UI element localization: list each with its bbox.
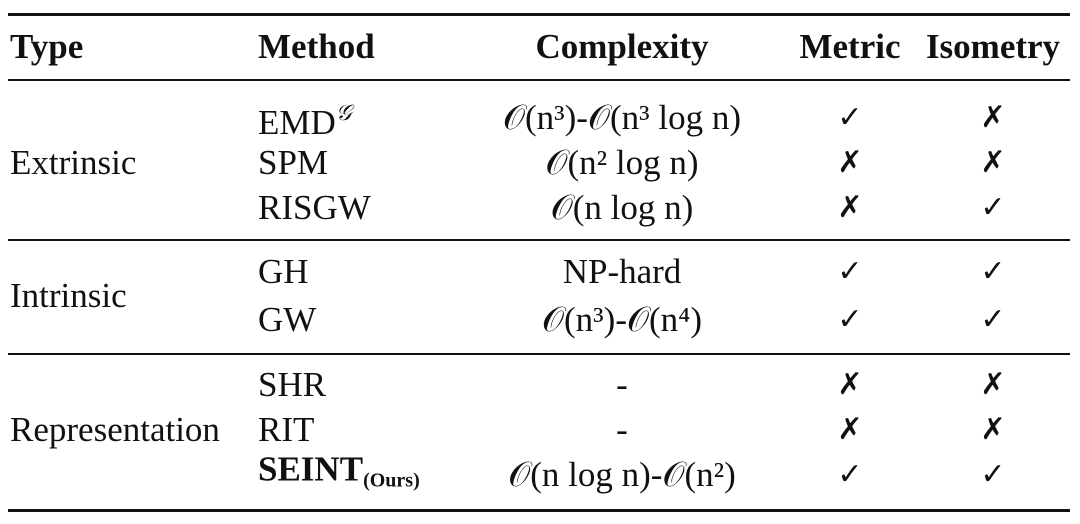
header-cell: Type [10, 27, 84, 66]
complexity-cell: NP-hard [562, 252, 682, 291]
group-rule [8, 239, 1070, 241]
type-cell: Representation [10, 410, 220, 449]
method-cell: SEINT(Ours) [258, 450, 420, 501]
method-cell: EMD𝒢 [258, 93, 351, 143]
method-name: RIT [258, 410, 315, 449]
method-cell: SPM [258, 143, 328, 183]
isometry-cell: ✓ [980, 254, 1006, 289]
method-cell: RIT [258, 410, 314, 450]
metric-cell: ✓ [837, 254, 863, 289]
method-name: EMD [258, 103, 336, 142]
metric-cell: ✓ [837, 302, 863, 337]
method-superscript: 𝒢 [335, 100, 352, 125]
method-name: SEINT [258, 449, 364, 489]
method-cell: GH [258, 252, 309, 292]
isometry-cell: ✓ [980, 190, 1006, 225]
complexity-cell: - [616, 410, 628, 449]
method-name: GH [258, 252, 309, 291]
isometry-cell: ✗ [980, 412, 1006, 447]
header-rule [8, 79, 1070, 81]
method-cell: RISGW [258, 188, 371, 228]
complexity-cell: 𝒪(n² log n) [545, 143, 699, 182]
method-name: SPM [258, 143, 329, 182]
type-cell: Extrinsic [10, 143, 137, 182]
group-rule [8, 353, 1070, 355]
type-cell: Intrinsic [10, 276, 127, 315]
method-name: SHR [258, 365, 327, 404]
complexity-cell: - [616, 365, 628, 404]
header-cell: Metric [799, 27, 901, 66]
metric-cell: ✗ [837, 145, 863, 180]
top-rule [8, 13, 1070, 16]
metric-cell: ✗ [837, 367, 863, 402]
isometry-cell: ✗ [980, 100, 1006, 135]
isometry-cell: ✓ [980, 457, 1006, 492]
method-name: RISGW [258, 188, 371, 227]
metric-cell: ✓ [837, 457, 863, 492]
method-subscript: (Ours) [363, 469, 420, 492]
metric-cell: ✗ [837, 190, 863, 225]
header-cell: Isometry [925, 27, 1061, 66]
complexity-cell: 𝒪(n³)-𝒪(n⁴) [541, 300, 703, 339]
complexity-cell: 𝒪(n log n)-𝒪(n²) [508, 455, 736, 494]
isometry-cell: ✗ [980, 145, 1006, 180]
method-cell: SHR [258, 365, 326, 405]
complexity-cell: 𝒪(n³)-𝒪(n³ log n) [502, 98, 742, 137]
header-cell: Complexity [535, 27, 709, 66]
bottom-rule [8, 509, 1070, 512]
isometry-cell: ✓ [980, 302, 1006, 337]
metric-cell: ✗ [837, 412, 863, 447]
method-name: GW [258, 300, 317, 339]
complexity-cell: 𝒪(n log n) [550, 188, 694, 227]
metric-cell: ✓ [837, 100, 863, 135]
header-cell: Method [258, 27, 375, 66]
isometry-cell: ✗ [980, 367, 1006, 402]
method-cell: GW [258, 300, 316, 340]
